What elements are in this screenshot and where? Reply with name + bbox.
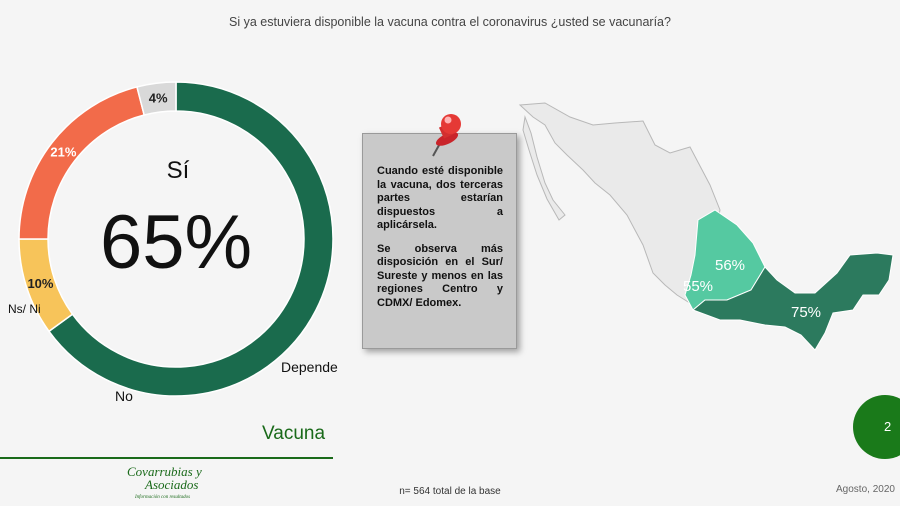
mexico-map: 56% 55% 75% bbox=[518, 102, 894, 351]
map-label-cdmx: 55% bbox=[683, 278, 713, 295]
page-number: 2 bbox=[884, 419, 892, 434]
donut-label-no: No bbox=[115, 388, 133, 404]
donut-value-no: 21% bbox=[50, 145, 76, 160]
logo-text-2: Asociados bbox=[144, 477, 198, 492]
donut-center-value: 65% bbox=[100, 200, 252, 285]
map-region-north bbox=[518, 102, 721, 306]
donut-slice-si bbox=[47, 81, 334, 397]
section-title: Vacuna bbox=[262, 423, 326, 444]
map-region-sur-sureste bbox=[692, 252, 894, 351]
map-label-centro: 56% bbox=[715, 257, 745, 274]
donut-center-category: Sí bbox=[167, 157, 190, 184]
note-paragraph-1: Cuando esté disponible la vacuna, dos te… bbox=[377, 165, 503, 231]
logo-tagline: Información con resultados bbox=[134, 495, 190, 500]
donut-label-depende: Depende bbox=[281, 359, 338, 375]
push-pin-icon bbox=[432, 114, 461, 157]
note-paragraph-2: Se observa más disposición en el Sur/ Su… bbox=[377, 242, 503, 309]
company-logo: Covarrubias y Asociados Información con … bbox=[127, 464, 202, 500]
donut-label-ns-ni: Ns/ Ni bbox=[8, 302, 41, 316]
logo-text-1: Covarrubias y bbox=[127, 464, 202, 479]
map-label-sur: 75% bbox=[791, 304, 821, 321]
donut-value-ns-ni: 4% bbox=[149, 91, 168, 106]
base-note: n= 564 total de la base bbox=[399, 486, 501, 497]
page-number-badge: 2 bbox=[853, 395, 900, 459]
sticky-note: Cuando esté disponible la vacuna, dos te… bbox=[362, 133, 517, 349]
date-label: Agosto, 2020 bbox=[836, 484, 895, 495]
donut-chart: 10% 21% 4% Sí 65% Ns/ Ni Depende No bbox=[8, 81, 338, 404]
footer-divider bbox=[0, 457, 333, 459]
donut-value-depende: 10% bbox=[27, 276, 53, 291]
chart-question-title: Si ya estuviera disponible la vacuna con… bbox=[229, 15, 671, 29]
donut-slice-ns-ni bbox=[136, 81, 177, 116]
